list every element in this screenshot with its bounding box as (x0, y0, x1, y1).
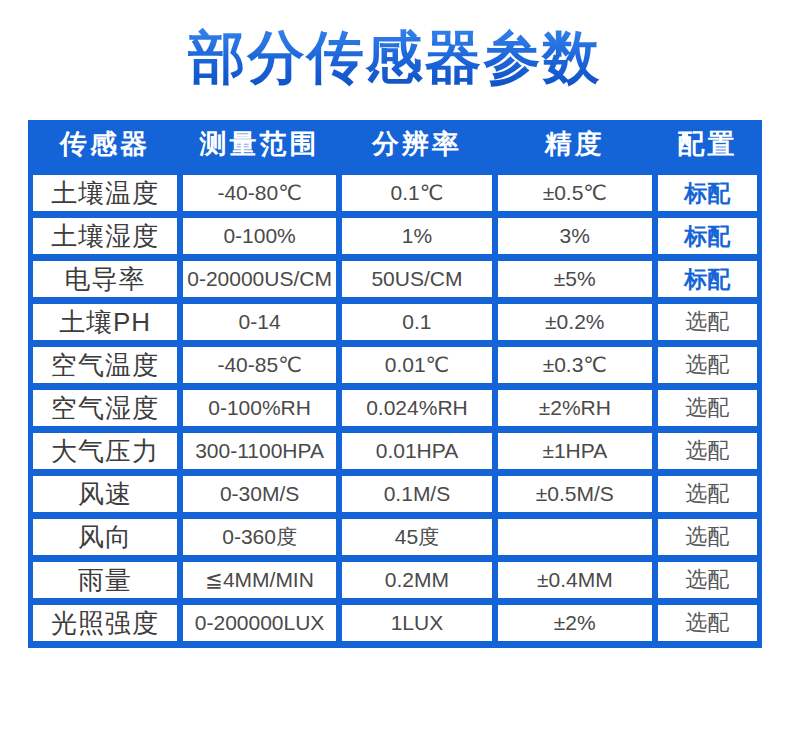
sensor-name-cell: 土壤温度 (33, 175, 177, 211)
table-row: 电导率 0-20000US/CM 50US/CM ±5% 标配 (33, 261, 757, 297)
config-cell: 标配 (658, 261, 757, 297)
column-header-range: 测量范围 (183, 120, 336, 168)
range-cell: -40-85℃ (183, 347, 336, 383)
config-cell: 选配 (658, 476, 757, 512)
config-cell: 选配 (658, 605, 757, 641)
resolution-cell: 0.1M/S (342, 476, 492, 512)
range-cell: 300-1100HPA (183, 433, 336, 469)
table-row: 土壤湿度 0-100% 1% 3% 标配 (33, 218, 757, 254)
sensor-name-cell: 风速 (33, 476, 177, 512)
accuracy-cell: 3% (498, 218, 652, 254)
accuracy-cell: ±0.2% (498, 304, 652, 340)
accuracy-cell (498, 519, 652, 555)
sensor-name-cell: 空气温度 (33, 347, 177, 383)
range-cell: 0-100%RH (183, 390, 336, 426)
sensor-name-cell: 电导率 (33, 261, 177, 297)
config-cell: 选配 (658, 519, 757, 555)
range-cell: 0-30M/S (183, 476, 336, 512)
table-row: 土壤PH 0-14 0.1 ±0.2% 选配 (33, 304, 757, 340)
range-cell: 0-14 (183, 304, 336, 340)
table-row: 大气压力 300-1100HPA 0.01HPA ±1HPA 选配 (33, 433, 757, 469)
config-cell: 标配 (658, 218, 757, 254)
accuracy-cell: ±2% (498, 605, 652, 641)
config-cell: 选配 (658, 562, 757, 598)
resolution-cell: 1LUX (342, 605, 492, 641)
table-body: 土壤温度 -40-80℃ 0.1℃ ±0.5℃ 标配 土壤湿度 0-100% 1… (33, 175, 757, 641)
accuracy-cell: ±5% (498, 261, 652, 297)
page: 部分传感器参数 传感器 测量范围 分辨率 精度 配置 土壤温度 -40-80℃ … (0, 0, 790, 753)
range-cell: 0-20000US/CM (183, 261, 336, 297)
range-cell: 0-100% (183, 218, 336, 254)
config-cell: 选配 (658, 390, 757, 426)
resolution-cell: 0.1℃ (342, 175, 492, 211)
accuracy-cell: ±1HPA (498, 433, 652, 469)
config-cell: 选配 (658, 433, 757, 469)
table-row: 雨量 ≦4MM/MIN 0.2MM ±0.4MM 选配 (33, 562, 757, 598)
sensor-name-cell: 雨量 (33, 562, 177, 598)
table-header-row: 传感器 测量范围 分辨率 精度 配置 (33, 120, 757, 168)
column-header-config: 配置 (658, 120, 757, 168)
config-cell: 选配 (658, 347, 757, 383)
sensor-name-cell: 土壤PH (33, 304, 177, 340)
accuracy-cell: ±0.4MM (498, 562, 652, 598)
accuracy-cell: ±0.3℃ (498, 347, 652, 383)
sensor-name-cell: 大气压力 (33, 433, 177, 469)
resolution-cell: 0.2MM (342, 562, 492, 598)
config-cell: 标配 (658, 175, 757, 211)
accuracy-cell: ±2%RH (498, 390, 652, 426)
column-header-sensor: 传感器 (33, 120, 177, 168)
sensor-name-cell: 土壤湿度 (33, 218, 177, 254)
sensor-spec-table: 传感器 测量范围 分辨率 精度 配置 土壤温度 -40-80℃ 0.1℃ ±0.… (28, 120, 762, 648)
range-cell: ≦4MM/MIN (183, 562, 336, 598)
sensor-name-cell: 光照强度 (33, 605, 177, 641)
column-header-accuracy: 精度 (498, 120, 652, 168)
accuracy-cell: ±0.5M/S (498, 476, 652, 512)
range-cell: 0-200000LUX (183, 605, 336, 641)
config-cell: 选配 (658, 304, 757, 340)
resolution-cell: 50US/CM (342, 261, 492, 297)
page-title: 部分传感器参数 (0, 24, 790, 90)
range-cell: 0-360度 (183, 519, 336, 555)
range-cell: -40-80℃ (183, 175, 336, 211)
table-row: 光照强度 0-200000LUX 1LUX ±2% 选配 (33, 605, 757, 641)
table-row: 土壤温度 -40-80℃ 0.1℃ ±0.5℃ 标配 (33, 175, 757, 211)
resolution-cell: 0.01℃ (342, 347, 492, 383)
sensor-name-cell: 风向 (33, 519, 177, 555)
column-header-resolution: 分辨率 (342, 120, 492, 168)
resolution-cell: 0.1 (342, 304, 492, 340)
table-row: 空气湿度 0-100%RH 0.024%RH ±2%RH 选配 (33, 390, 757, 426)
table-row: 风向 0-360度 45度 选配 (33, 519, 757, 555)
resolution-cell: 1% (342, 218, 492, 254)
accuracy-cell: ±0.5℃ (498, 175, 652, 211)
table-row: 风速 0-30M/S 0.1M/S ±0.5M/S 选配 (33, 476, 757, 512)
resolution-cell: 0.024%RH (342, 390, 492, 426)
table-row: 空气温度 -40-85℃ 0.01℃ ±0.3℃ 选配 (33, 347, 757, 383)
sensor-name-cell: 空气湿度 (33, 390, 177, 426)
resolution-cell: 45度 (342, 519, 492, 555)
resolution-cell: 0.01HPA (342, 433, 492, 469)
